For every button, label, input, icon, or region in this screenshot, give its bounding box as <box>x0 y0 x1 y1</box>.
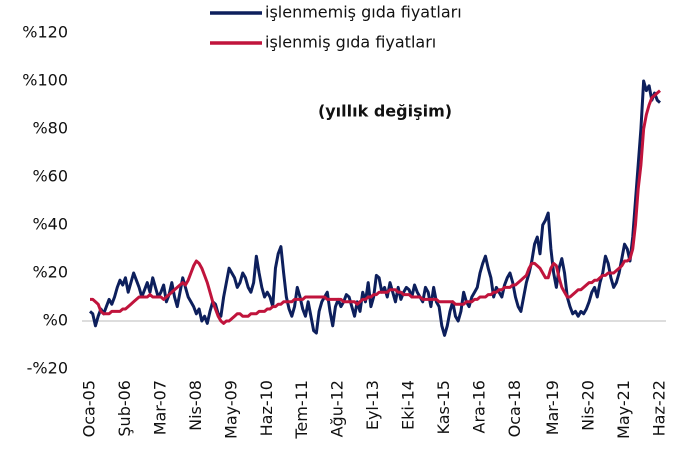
x-tick-label: Oca-18 <box>505 380 524 437</box>
legend-label: işlenmiş gıda fiyatları <box>265 33 436 52</box>
x-tick-label: May-09 <box>221 380 240 439</box>
y-tick-label: -%20 <box>27 359 68 378</box>
x-tick-label: Mar-07 <box>150 380 169 435</box>
y-tick-label: %20 <box>32 263 68 282</box>
series-line <box>90 89 661 325</box>
y-tick-label: %0 <box>43 311 68 330</box>
y-tick-label: %120 <box>22 23 68 42</box>
y-tick-label: %60 <box>32 167 68 186</box>
x-tick-label: Haz-10 <box>257 380 276 436</box>
y-tick-label: %100 <box>22 71 68 90</box>
x-tick-label: Ağu-12 <box>328 380 347 437</box>
chart-subtitle: (yıllık değişim) <box>318 102 452 121</box>
x-tick-label: Tem-11 <box>292 380 311 440</box>
x-tick-label: Nis-08 <box>186 380 205 431</box>
x-tick-label: Ara-16 <box>470 380 489 433</box>
x-tick-label: May-21 <box>614 380 633 439</box>
x-tick-label: Kas-15 <box>434 380 453 434</box>
x-tick-label: Mar-19 <box>543 380 562 435</box>
x-tick-label: Haz-22 <box>650 380 669 436</box>
x-tick-label: Eki-14 <box>399 380 418 430</box>
x-tick-label: Eyl-13 <box>363 380 382 430</box>
x-tick-label: Oca-05 <box>80 380 99 437</box>
x-tick-label: Şub-06 <box>115 380 134 437</box>
x-tick-label: Nis-20 <box>579 380 598 431</box>
y-tick-label: %40 <box>32 215 68 234</box>
y-tick-label: %80 <box>32 119 68 138</box>
legend-label: işlenmemiş gıda fiyatları <box>265 3 462 22</box>
